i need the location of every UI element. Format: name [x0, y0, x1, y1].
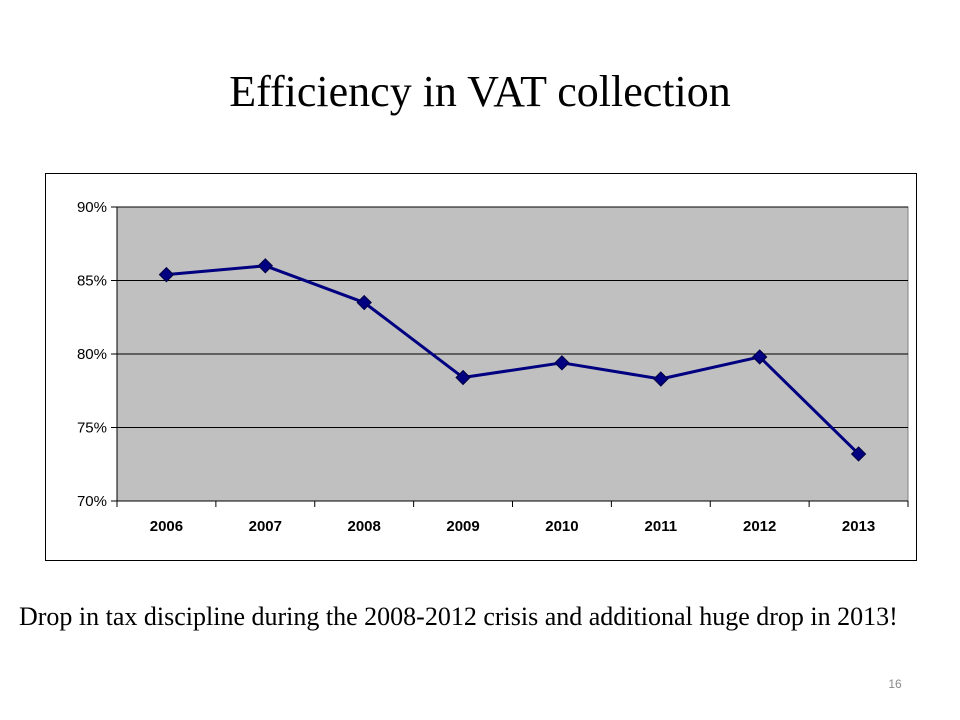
data-point-marker [158, 266, 175, 283]
slide-number: 16 [888, 677, 902, 691]
x-tick-label: 2009 [446, 518, 479, 535]
x-tick-label: 2006 [150, 518, 183, 535]
x-tick-label: 2011 [645, 518, 678, 535]
y-tick-label: 90% [77, 199, 107, 216]
x-tick-label: 2010 [545, 518, 578, 535]
x-tick-label: 2012 [743, 518, 776, 535]
y-axis: 70% 75% 80% 85% 90% [77, 199, 118, 510]
data-point-marker [653, 371, 669, 387]
data-point-marker [356, 294, 372, 311]
data-point-marker [751, 349, 768, 365]
slide-title: Efficiency in VAT collection [229, 67, 731, 116]
data-point-marker [455, 369, 471, 386]
data-point-marker [554, 355, 570, 371]
y-tick-label: 85% [77, 273, 107, 290]
slide-caption: Drop in tax discipline during the 2008-2… [19, 602, 898, 631]
y-tick-label: 80% [77, 346, 107, 363]
y-tick-label: 70% [77, 493, 107, 510]
series-markers [158, 258, 867, 462]
x-tick-label: 2013 [842, 518, 875, 535]
data-point-marker [850, 446, 867, 462]
series-lines [166, 264, 860, 456]
data-point-marker [257, 258, 274, 274]
x-tick-label: 2007 [249, 518, 282, 535]
line-chart: 70% 75% 80% 85% 90% 2006 2007 2008 2009 2010 2011… [77, 199, 909, 535]
y-tick-label: 75% [77, 420, 107, 437]
series-line [166, 264, 860, 456]
x-tick-label: 2008 [348, 518, 381, 535]
x-axis: 2006 2007 2008 2009 2010 2011 2012 2013 [116, 500, 909, 535]
grid-lines [117, 206, 908, 428]
chart-frame: 70% 75% 80% 85% 90% 2006 2007 2008 2009 2010 2011… [45, 173, 917, 561]
